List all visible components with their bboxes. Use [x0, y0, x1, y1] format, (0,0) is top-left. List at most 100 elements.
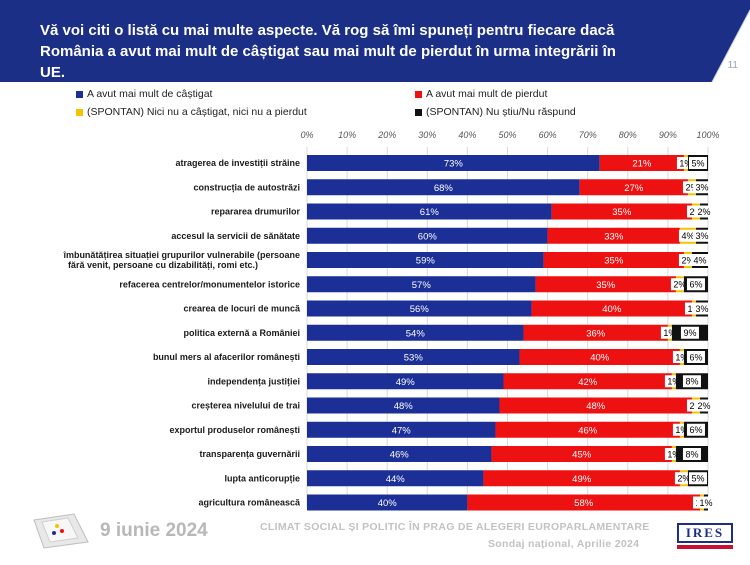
legend-swatch-dontknow — [415, 108, 422, 116]
data-label-lost: 35% — [604, 256, 624, 267]
logo-stamp-icon — [30, 512, 92, 555]
legend-item-gained: A avut mai mult de câștigat — [76, 88, 212, 100]
bar-lost — [551, 203, 692, 220]
footer-survey-subtitle: Sondaj național, Aprilie 2024 — [488, 538, 640, 550]
data-label-box — [696, 496, 715, 509]
data-label-dontknow: 3% — [695, 183, 708, 193]
data-label-box — [688, 472, 707, 485]
bar-gained — [307, 446, 492, 462]
data-label-dontknow: 8% — [685, 449, 698, 459]
x-tick-label: 60% — [539, 130, 557, 140]
bar-gained — [307, 276, 536, 293]
category-label: transparența guvernării — [199, 449, 300, 459]
bar-gained — [307, 203, 552, 220]
category-label: creșterea nivelului de trai — [191, 401, 300, 411]
data-label-box — [694, 205, 713, 218]
legend-label-lost: A avut mai mult de pierdut — [426, 88, 548, 100]
x-tick-label: 90% — [659, 130, 677, 140]
title-line-2: România a avut mai mult de câștigat sau … — [40, 43, 616, 81]
data-label-gained: 53% — [404, 353, 424, 364]
bar-lost — [579, 179, 688, 196]
page-number: 11 — [727, 60, 738, 71]
bar-gained — [307, 421, 496, 438]
x-tick-label: 10% — [338, 130, 356, 140]
data-label-neither: 1% — [667, 449, 680, 459]
bar-lost — [495, 421, 680, 438]
data-label-box — [688, 157, 707, 169]
category-label: independența justiției — [207, 376, 300, 386]
data-label-dontknow: 3% — [695, 231, 708, 241]
data-label-lost: 58% — [574, 498, 594, 509]
category-label: agricultura românească — [198, 498, 301, 508]
bar-gained — [307, 470, 484, 487]
legend-swatch-lost — [415, 90, 422, 98]
data-label-lost: 49% — [572, 474, 592, 485]
category-label: accesul la servicii de sănătate — [171, 231, 300, 241]
data-label-gained: 47% — [392, 425, 412, 436]
category-label: crearea de locuri de muncă — [183, 304, 301, 314]
data-label-neither: 4% — [681, 231, 694, 241]
data-label-box — [686, 351, 705, 363]
bar-lost — [599, 155, 684, 171]
category-label: bunul mers al afacerilor românești — [153, 352, 300, 362]
bar-lost — [523, 324, 668, 341]
data-label-gained: 49% — [396, 377, 416, 388]
x-tick-label: 20% — [377, 130, 396, 140]
data-label-neither: 1% — [663, 328, 676, 338]
footer-survey-title: CLIMAT SOCIAL ȘI POLITIC ÎN PRAG DE ALEG… — [260, 521, 650, 533]
data-label-lost: 35% — [596, 280, 616, 291]
bar-gained — [307, 324, 524, 341]
ires-logo: IRES — [677, 523, 733, 543]
data-label-lost: 45% — [572, 450, 592, 461]
category-label: îmbunătățirea situației grupurilor vulne… — [62, 250, 300, 260]
data-label-gained: 73% — [444, 159, 464, 170]
data-label-gained: 46% — [390, 450, 410, 461]
data-label-lost: 42% — [578, 377, 598, 388]
data-label-neither: 1% — [675, 352, 688, 362]
x-tick-label: 0% — [300, 130, 313, 140]
data-label-gained: 40% — [378, 498, 398, 509]
bar-gained — [307, 349, 520, 365]
bar-lost — [483, 470, 680, 487]
legend-item-neither: (SPONTAN) Nici nu a câștigat, nici nu a … — [76, 106, 307, 118]
data-label-box — [694, 399, 713, 412]
bar-lost — [531, 300, 692, 317]
header-banner: Vă voi citi o listă cu mai multe aspecte… — [0, 0, 750, 82]
category-label: exportul produselor românești — [169, 425, 300, 435]
legend-item-lost: A avut mai mult de pierdut — [415, 88, 547, 100]
data-label-gained: 68% — [434, 183, 454, 194]
data-label-gained: 56% — [410, 304, 430, 315]
data-label-lost: 21% — [632, 159, 652, 170]
bar-lost — [503, 373, 672, 390]
bar-gained — [307, 227, 548, 244]
category-label: atragerea de investiții străine — [175, 158, 300, 168]
data-label-box — [690, 254, 709, 266]
title-line-1: Vă voi citi o listă cu mai multe aspecte… — [40, 22, 615, 39]
bar-lost — [491, 446, 672, 462]
data-label-dontknow: 6% — [689, 280, 702, 290]
page-title: Vă voi citi o listă cu mai multe aspecte… — [40, 20, 640, 82]
data-label-dontknow: 8% — [685, 377, 698, 387]
data-label-box — [692, 302, 711, 315]
bar-lost — [543, 252, 684, 268]
x-tick-label: 40% — [458, 130, 476, 140]
bar-lost — [535, 276, 676, 293]
data-label-dontknow: 9% — [683, 328, 696, 338]
bar-lost — [547, 227, 680, 244]
category-label: fără venit, persoane cu dizabilități, ro… — [68, 260, 258, 270]
data-label-gained: 54% — [406, 328, 426, 339]
legend-swatch-gained — [76, 90, 83, 98]
data-label-neither: 1% — [667, 377, 680, 387]
data-label-dontknow: 5% — [691, 474, 704, 484]
data-label-neither: 2% — [673, 280, 686, 290]
data-label-box — [682, 375, 701, 388]
header-background — [0, 0, 750, 82]
bar-gained — [307, 397, 500, 414]
data-label-lost: 40% — [590, 353, 610, 364]
bar-lost — [467, 494, 700, 511]
data-label-dontknow: 6% — [689, 425, 702, 435]
data-label-box — [678, 229, 697, 242]
chart-legend: A avut mai mult de câștigat A avut mai m… — [0, 86, 750, 122]
ires-logo-bar — [677, 545, 733, 549]
bar-lost — [519, 349, 680, 365]
